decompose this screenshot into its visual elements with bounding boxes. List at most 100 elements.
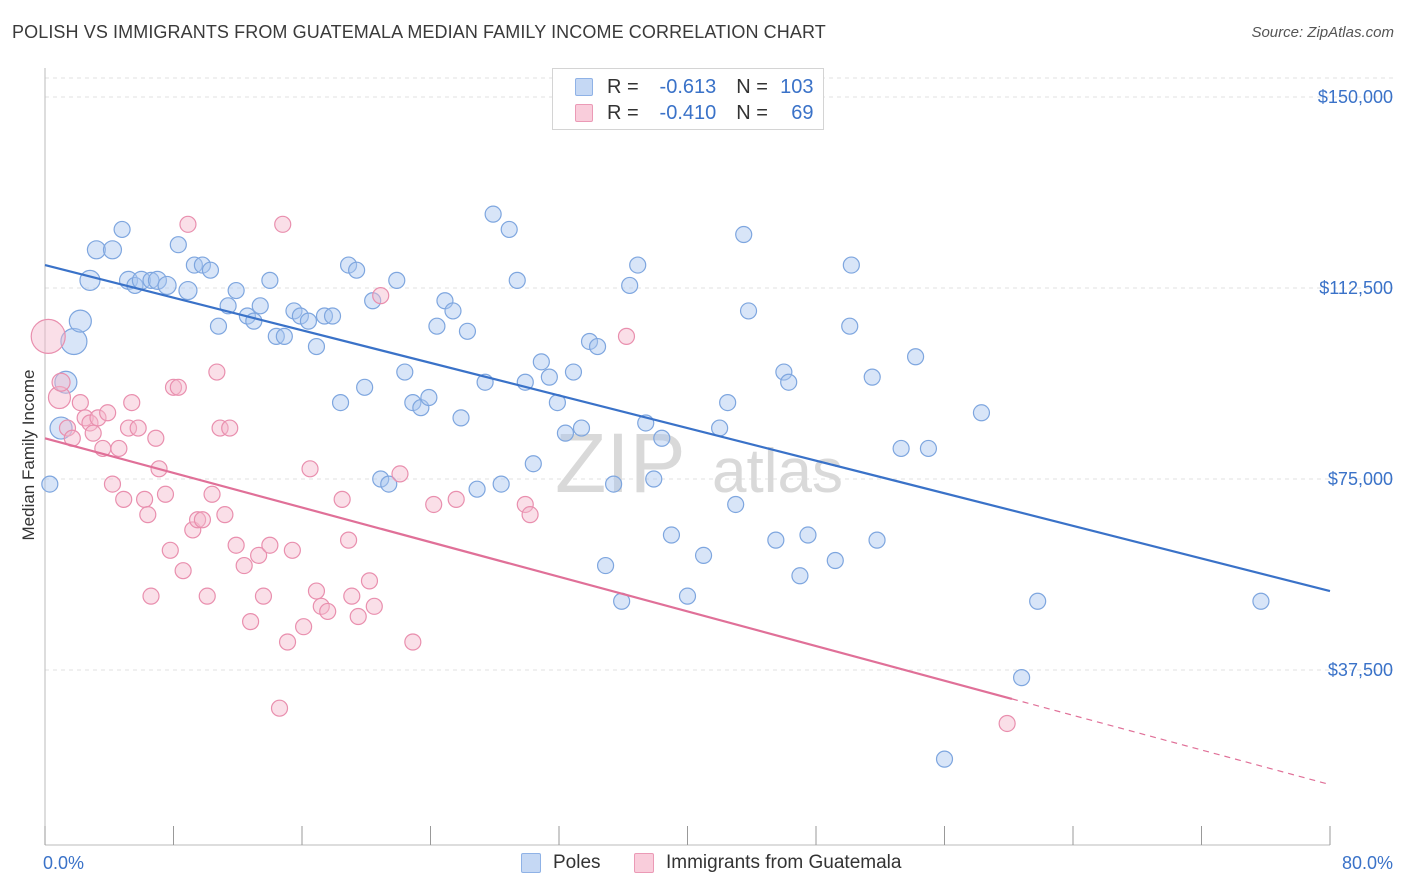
data-point [572, 419, 591, 437]
stats-legend: R = -0.613 N = 103 R = -0.410 N = 69 [552, 68, 824, 130]
data-point [420, 388, 438, 407]
data-point [79, 269, 101, 291]
data-point [767, 531, 785, 549]
data-point [203, 485, 221, 503]
trend-line-extension [1011, 698, 1331, 786]
trend-line [44, 264, 1331, 593]
watermark-zip: ZIP [555, 416, 686, 510]
y-tick-label: $112,500 [1319, 278, 1393, 298]
data-point [516, 495, 534, 514]
data-point [139, 506, 157, 524]
legend-item-guatemala: Immigrants from Guatemala [634, 852, 901, 874]
data-point [301, 460, 319, 478]
data-point [274, 215, 292, 233]
data-point [605, 475, 623, 493]
data-point [596, 556, 615, 575]
data-point [564, 363, 583, 381]
data-point [254, 587, 273, 605]
data-point [447, 490, 465, 508]
data-point [58, 419, 77, 437]
legend-label-poles: Poles [553, 852, 601, 873]
data-point [492, 475, 510, 493]
data-point [60, 327, 88, 356]
data-point [295, 618, 313, 636]
data-point [193, 511, 212, 529]
stats-row-poles: R = -0.613 N = 103 [575, 75, 814, 99]
data-point [201, 261, 220, 279]
data-point [188, 511, 207, 529]
data-point [1012, 669, 1031, 687]
n-label: N = [736, 75, 768, 98]
data-point [270, 699, 289, 717]
data-point [356, 378, 374, 396]
guatemala-swatch-icon [575, 104, 593, 122]
data-point [468, 480, 486, 498]
data-point [391, 465, 409, 483]
data-point [119, 419, 138, 437]
data-point [278, 633, 297, 651]
data-point [30, 318, 66, 354]
data-point [142, 587, 160, 605]
data-point [484, 205, 502, 223]
data-point [161, 541, 179, 559]
data-point [372, 287, 390, 305]
data-point [360, 572, 379, 590]
legend-item-poles: Poles [521, 852, 601, 874]
data-point [331, 394, 350, 412]
data-point [500, 220, 518, 239]
data-point [103, 475, 122, 493]
data-point [662, 526, 681, 544]
data-point [349, 607, 367, 626]
data-point [198, 587, 216, 605]
data-point [113, 220, 131, 239]
data-point [780, 373, 798, 391]
data-point [169, 236, 187, 254]
data-point [428, 317, 446, 335]
data-point [147, 429, 165, 447]
data-point [935, 750, 954, 768]
data-point [791, 567, 809, 585]
watermark: ZIP atlas [555, 416, 843, 510]
data-point [216, 506, 234, 524]
data-point [404, 633, 422, 651]
data-point [84, 424, 102, 442]
data-point [863, 368, 881, 386]
legend-label-guatemala: Immigrants from Guatemala [666, 852, 902, 873]
trend-line [44, 437, 1013, 700]
data-point [727, 495, 745, 514]
data-point [452, 409, 470, 427]
y-tick-label: $150,000 [1318, 87, 1393, 107]
data-point [102, 240, 123, 260]
data-point [110, 439, 128, 458]
data-point [588, 337, 607, 356]
data-point [629, 256, 647, 274]
data-point [250, 546, 268, 565]
data-point [41, 475, 59, 493]
x-tick-label-min: 0.0% [43, 853, 84, 873]
data-point [532, 353, 550, 371]
data-point [99, 404, 117, 422]
x-tick-label-max: 80.0% [1342, 853, 1393, 873]
data-point [89, 409, 107, 427]
data-point [919, 439, 938, 458]
data-point [339, 531, 358, 549]
data-point [396, 363, 414, 381]
grid-lines [45, 77, 1395, 671]
data-point [972, 404, 991, 422]
data-point [388, 271, 406, 289]
data-point [157, 275, 177, 296]
data-point [799, 526, 817, 544]
data-point [178, 280, 198, 301]
data-point [299, 312, 318, 330]
series-legend: Poles Immigrants from Guatemala [0, 852, 1406, 878]
data-point [164, 378, 183, 396]
data-point [645, 470, 663, 488]
data-point [156, 485, 175, 503]
watermark-atlas: atlas [712, 437, 843, 506]
data-point [251, 297, 269, 315]
r-value: -0.613 [659, 75, 717, 98]
data-point [323, 307, 342, 325]
data-point [842, 256, 860, 274]
data-point [68, 309, 92, 333]
